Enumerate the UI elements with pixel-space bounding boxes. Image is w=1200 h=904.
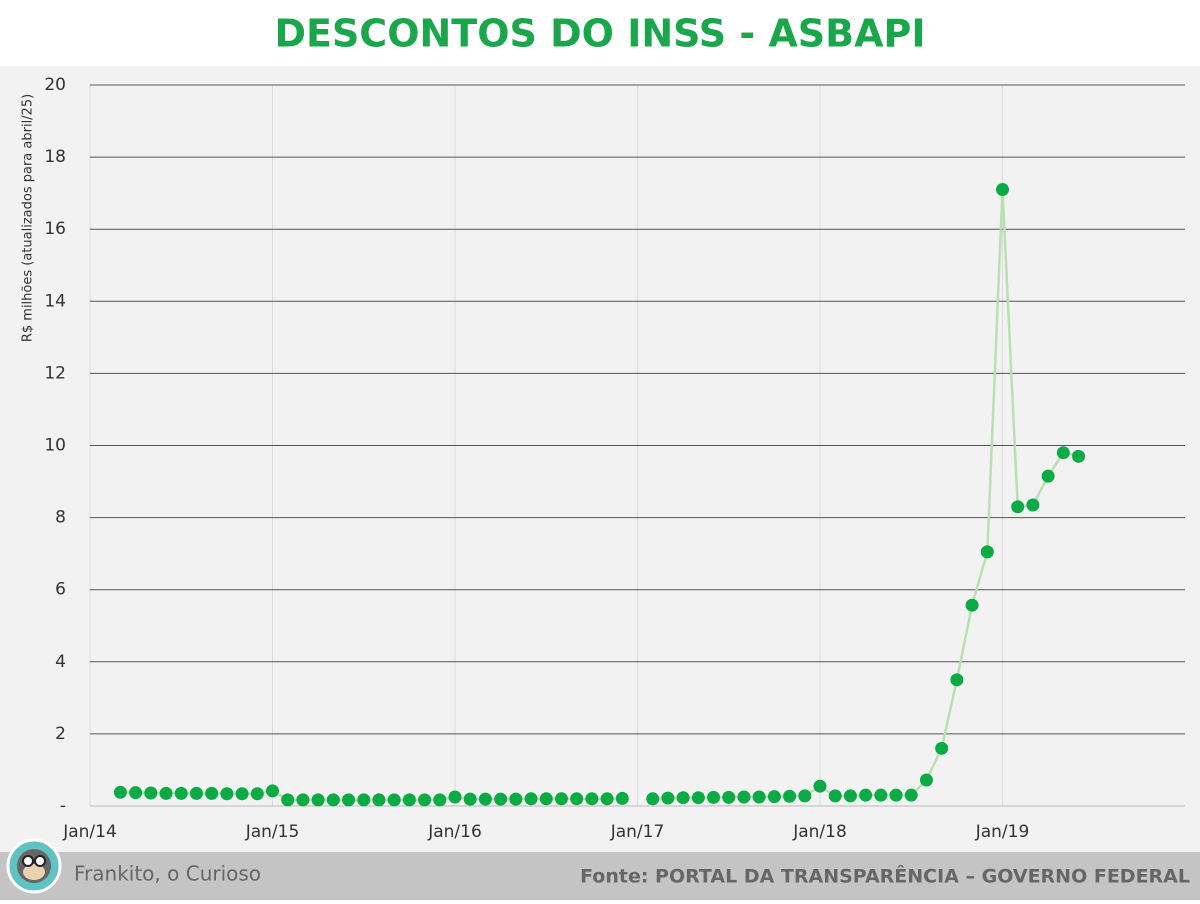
data-point — [707, 790, 721, 804]
data-point — [859, 788, 873, 802]
data-point — [874, 788, 888, 802]
data-point — [357, 793, 371, 807]
data-point — [311, 793, 325, 807]
data-point — [326, 793, 340, 807]
data-point — [1011, 500, 1025, 514]
data-point — [843, 789, 857, 803]
y-tick-label: 10 — [44, 436, 66, 456]
x-tick-label: Jan/16 — [427, 822, 482, 842]
y-tick-label: 2 — [55, 724, 66, 744]
data-point — [965, 598, 979, 612]
data-point — [463, 792, 477, 806]
x-tick-label: Jan/18 — [792, 822, 847, 842]
data-point — [478, 792, 492, 806]
data-point — [402, 793, 416, 807]
footer-left: Frankito, o Curioso — [74, 862, 261, 886]
data-point — [494, 792, 508, 806]
data-point — [691, 791, 705, 805]
data-point — [1072, 449, 1086, 463]
data-point — [615, 791, 629, 805]
y-axis-label: R$ milhões (atualizados para abril/25) — [21, 94, 36, 342]
footer-right: Fonte: PORTAL DA TRANSPARÊNCIA – GOVERNO… — [580, 865, 1190, 888]
data-point — [387, 793, 401, 807]
x-tick-label: Jan/19 — [975, 822, 1030, 842]
data-point — [554, 792, 568, 806]
data-point — [418, 793, 432, 807]
data-point — [524, 792, 538, 806]
data-point — [722, 790, 736, 804]
data-point — [448, 790, 462, 804]
y-tick-label: 8 — [55, 508, 66, 528]
data-point — [646, 792, 660, 806]
data-point — [889, 788, 903, 802]
data-point — [950, 673, 964, 687]
y-tick-label: 14 — [44, 291, 66, 311]
data-point — [266, 784, 279, 798]
data-point — [904, 788, 918, 802]
data-point — [235, 787, 249, 801]
data-point — [676, 791, 690, 805]
data-point — [174, 786, 188, 800]
data-point — [570, 792, 584, 806]
data-point — [144, 786, 158, 800]
y-tick-label: 18 — [44, 147, 66, 167]
data-point — [737, 790, 751, 804]
plot-background — [0, 66, 1200, 852]
data-point — [828, 789, 842, 803]
logo — [6, 838, 62, 894]
data-point — [1056, 446, 1070, 460]
x-tick-label: Jan/17 — [610, 822, 665, 842]
chart-title: DESCONTOS DO INSS - ASBAPI — [274, 12, 925, 56]
x-tick-label: Jan/15 — [245, 822, 300, 842]
data-point — [996, 183, 1009, 197]
data-point — [798, 789, 812, 803]
data-point — [189, 786, 203, 800]
data-point — [250, 787, 264, 801]
y-tick-label: 6 — [55, 580, 66, 600]
data-point — [281, 793, 295, 807]
data-point — [585, 792, 599, 806]
data-point — [129, 786, 143, 800]
y-tick-label: 20 — [44, 75, 66, 95]
x-tick-label: Jan/14 — [62, 822, 117, 842]
y-tick-label: 16 — [44, 219, 66, 239]
data-point — [1026, 498, 1040, 512]
data-point — [783, 789, 797, 803]
data-point — [935, 741, 949, 755]
data-point — [813, 779, 827, 793]
data-point — [372, 793, 386, 807]
footer — [0, 852, 1200, 900]
data-point — [113, 785, 127, 799]
data-point — [661, 791, 675, 805]
data-point — [509, 792, 523, 806]
data-point — [600, 792, 614, 806]
data-point — [767, 790, 781, 804]
data-point — [205, 786, 219, 800]
data-point — [980, 545, 994, 559]
data-point — [433, 793, 447, 807]
y-tick-label: - — [60, 796, 66, 816]
data-point — [919, 773, 933, 787]
data-point — [539, 792, 553, 806]
data-point — [342, 793, 356, 807]
data-point — [1041, 469, 1055, 483]
y-tick-label: 12 — [44, 363, 66, 383]
data-point — [159, 786, 173, 800]
data-point — [220, 787, 234, 801]
y-tick-label: 4 — [55, 652, 66, 672]
data-point — [752, 790, 766, 804]
data-point — [296, 793, 310, 807]
